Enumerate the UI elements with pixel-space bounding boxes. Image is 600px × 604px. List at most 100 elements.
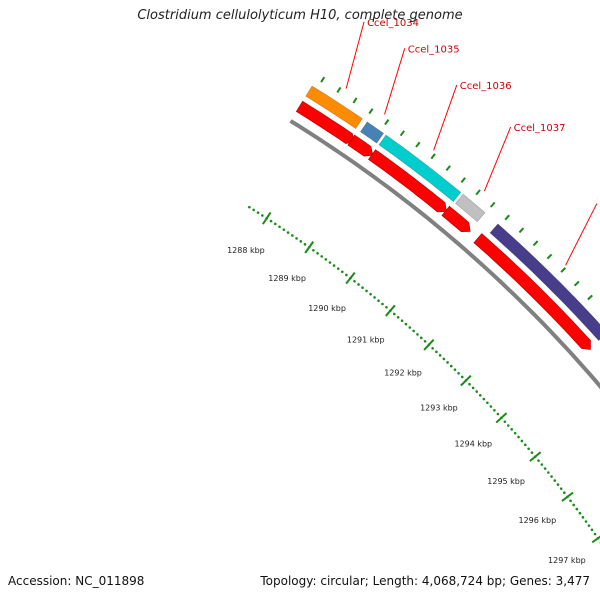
ruler-dot [524,444,527,447]
ruler-dot [252,209,255,212]
ruler-dot [312,249,315,252]
scale-tick [519,228,523,232]
scale-tick [461,178,465,183]
ruler-dot [431,347,434,350]
ruler-dot [468,383,471,386]
kbp-label: 1291 kbp [347,336,385,345]
ruler-dot [544,467,547,470]
gene-feature [360,122,383,143]
ruler-dot [316,252,319,255]
ruler-dot [563,491,566,494]
ruler-dot [320,255,323,258]
ruler-dot [397,316,400,319]
scale-tick [321,77,324,82]
ruler-dot [385,306,388,309]
kbp-label: 1296 kbp [518,516,556,525]
ruler-dot [393,313,396,316]
ruler-dot [490,405,493,408]
gene-label[interactable]: Ccel_1035 [408,44,460,55]
ruler-dot [594,533,597,536]
ruler-dot [333,264,336,267]
ruler-tick [263,212,271,224]
ruler-dot [401,319,404,322]
ruler-dot [420,337,423,340]
ruler-dot [541,463,544,466]
ruler-dot [579,512,582,515]
ruler-dot [439,354,442,357]
genome-summary: Topology: circular; Length: 4,068,724 bp… [260,574,590,588]
ruler-dot [274,223,277,226]
ruler-tick [305,242,313,253]
scale-tick [369,109,372,114]
ruler-dot [527,447,530,450]
kbp-label: 1295 kbp [487,477,525,486]
scale-tick [505,215,509,219]
ruler-dot [337,267,340,270]
ruler-dot [521,440,524,443]
scale-tick [431,154,435,159]
ruler-dot [373,296,376,299]
accession-text: Accession: NC_011898 [8,574,144,588]
ruler-dot [278,225,281,228]
ruler-dot [461,376,464,379]
gene-label[interactable]: Ccel_1036 [460,81,512,92]
gene-label[interactable]: Ccel_1037 [514,123,566,134]
kbp-label: 1292 kbp [384,369,422,378]
ruler-dot [353,280,356,283]
scale-tick [385,120,388,125]
ruler-dot [569,500,572,503]
ruler-dot [248,206,251,209]
gene-callout-line [566,204,597,266]
ruler-dot [510,428,513,431]
ruler-dot [435,351,438,354]
gene-callout-line [385,48,405,114]
ruler-tick [592,534,600,542]
ruler-dot [472,387,475,390]
ruler-dot [270,220,273,223]
ruler-dot [557,483,560,486]
ruler-dot [325,258,328,261]
scale-tick [416,142,420,147]
ruler-dot [345,274,348,277]
ruler-dot [517,436,520,439]
ruler-dot [475,390,478,393]
ruler-dot [261,214,264,217]
ruler-dot [479,394,482,397]
ruler-dot [454,368,457,371]
scale-tick [561,268,565,272]
kbp-label: 1293 kbp [420,403,458,412]
ruler-tick [562,493,573,502]
ruler-dot [299,240,302,243]
scale-tick [534,241,538,245]
ruler-dot [381,303,384,306]
ruler-dot [531,451,534,454]
scale-tick [401,131,405,136]
ruler-dot [412,330,415,333]
ruler-dot [497,413,500,416]
ruler-dot [457,372,460,375]
ruler-dot [550,475,553,478]
ruler-dot [572,504,575,507]
ruler-dot [408,326,411,329]
ruler-dot [283,228,286,231]
ruler-dot [361,286,364,289]
ruler-dot [416,333,419,336]
ruler-dot [304,243,307,246]
ruler-dot [591,529,594,532]
ruler-dot [507,424,510,427]
scale-tick [575,282,579,286]
ruler-dot [486,401,489,404]
ruler-dot [537,459,540,462]
ruler-dot [483,398,486,401]
kbp-label: 1294 kbp [454,439,492,448]
gene-callout-line [434,85,457,150]
ruler-dot [553,479,556,482]
scale-tick [446,166,450,171]
ruler-dot [504,420,507,423]
ruler-dot [291,234,294,237]
ruler-dot [369,293,372,296]
ruler-dot [377,299,380,302]
ruler-dot [446,361,449,364]
scale-tick [337,87,340,92]
